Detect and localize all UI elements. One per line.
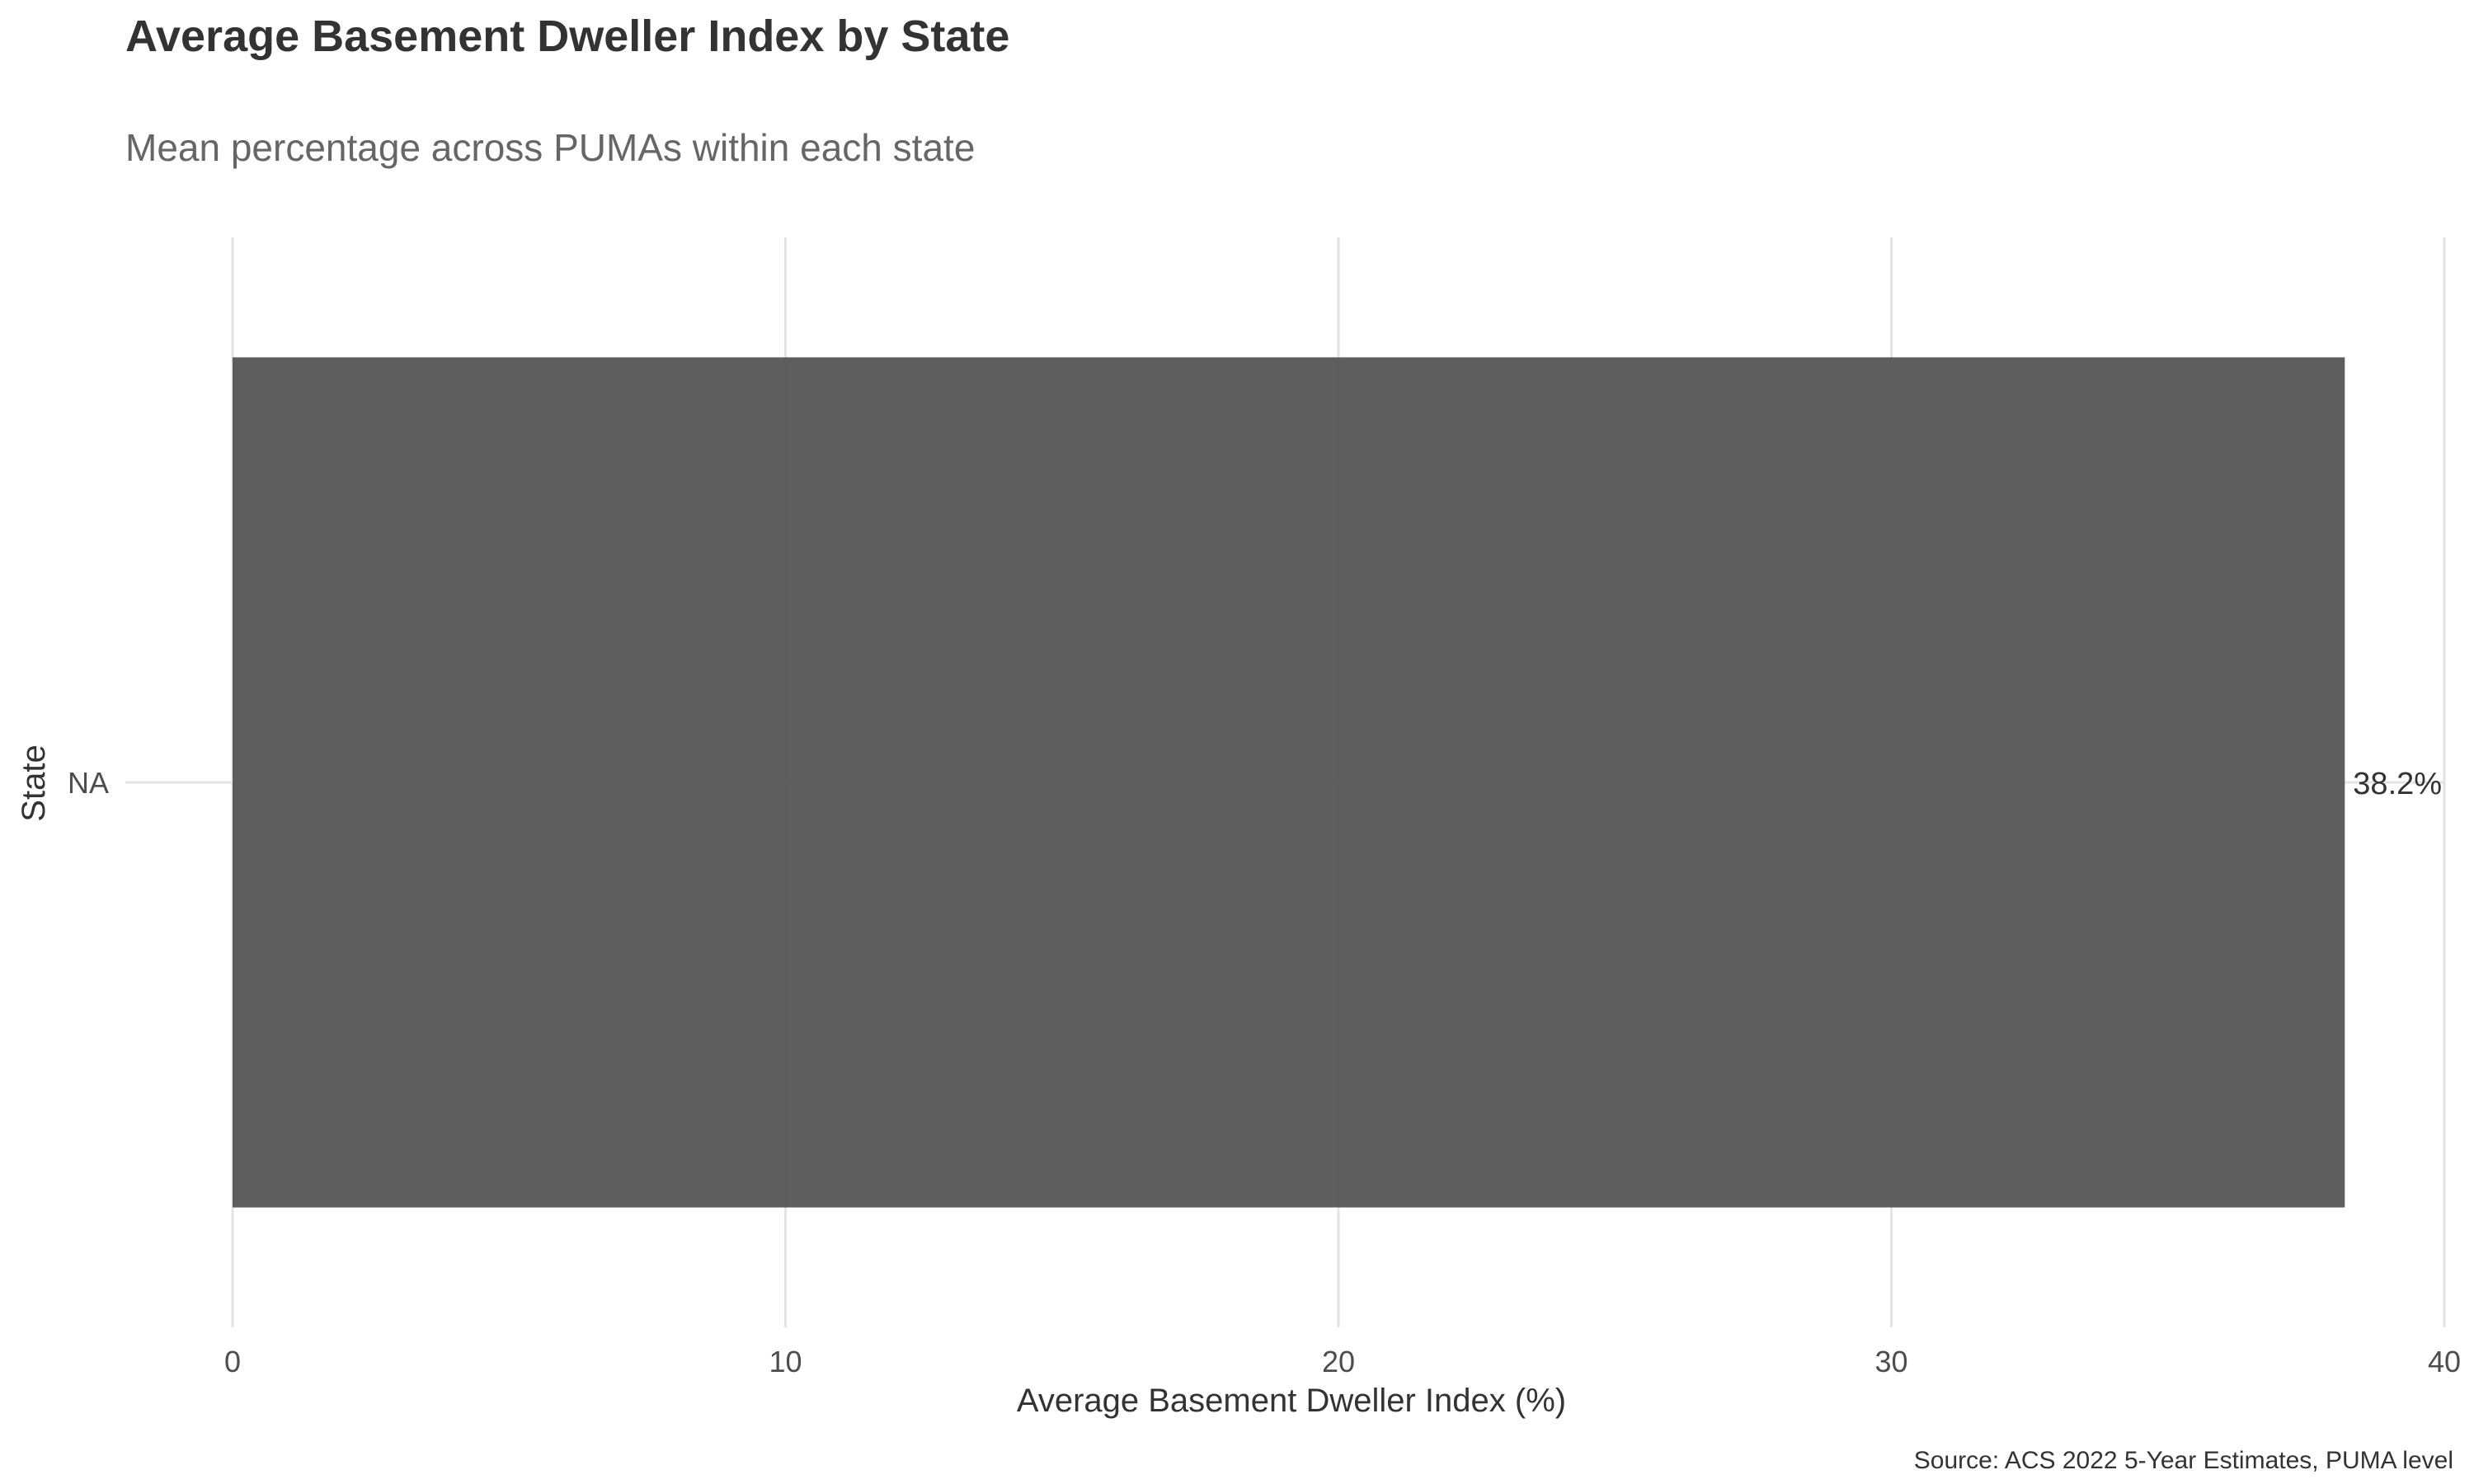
bar-data-label: 38.2% — [2353, 767, 2442, 801]
x-tick-label: 30 — [1874, 1345, 1907, 1378]
x-tick-label: 40 — [2428, 1345, 2461, 1378]
bar — [233, 357, 2345, 1208]
bar-layer — [233, 357, 2345, 1208]
chart-title: Average Basement Dweller Index by State — [125, 12, 1009, 61]
chart-caption: Source: ACS 2022 5-Year Estimates, PUMA … — [1914, 1447, 2453, 1474]
x-axis-title: Average Basement Dweller Index (%) — [1017, 1383, 1566, 1419]
chart-subtitle: Mean percentage across PUMAs within each… — [125, 126, 975, 169]
label-layer: 0 10 20 30 40 NA 38.2% — [68, 766, 2461, 1378]
x-tick-label: 10 — [769, 1345, 802, 1378]
x-tick-label: 20 — [1322, 1345, 1355, 1378]
y-axis-title: State — [16, 744, 52, 821]
y-tick-label: NA — [68, 766, 109, 800]
x-tick-label: 0 — [224, 1345, 241, 1378]
